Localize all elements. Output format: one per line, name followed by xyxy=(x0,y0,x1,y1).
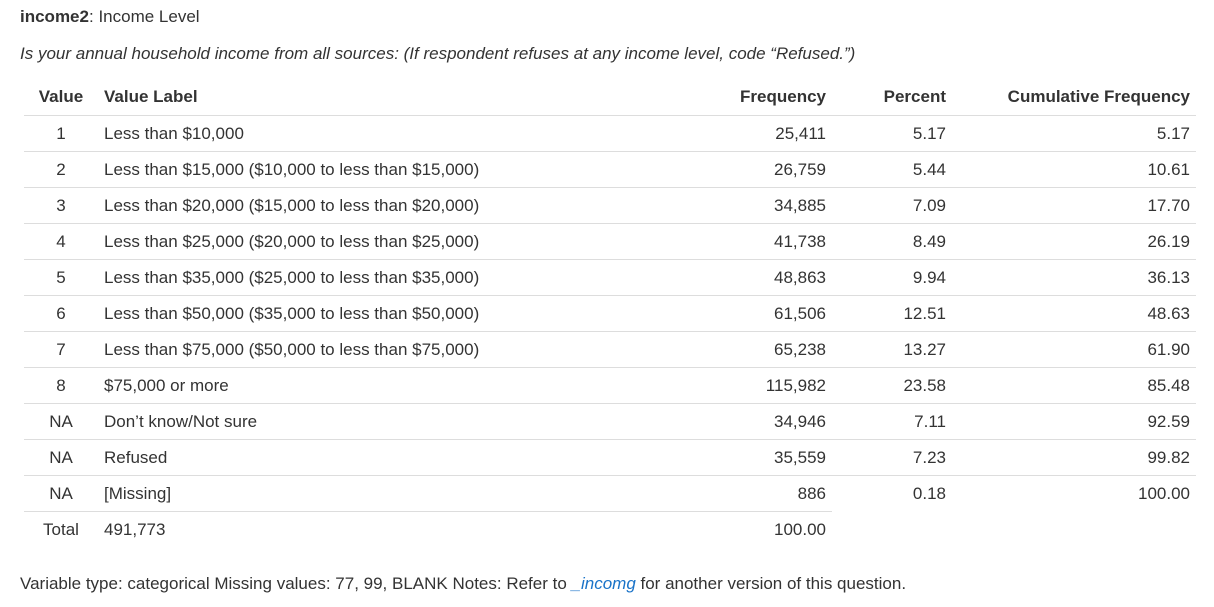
cell-cumulative: 17.70 xyxy=(956,187,1196,224)
frequency-table: Value Value Label Frequency Percent Cumu… xyxy=(24,78,1196,547)
cell-frequency: 41,738 xyxy=(670,223,832,260)
cell-value-label: Less than $10,000 xyxy=(104,123,244,143)
cell-cumulative: 10.61 xyxy=(956,151,1196,188)
cell-frequency: 61,506 xyxy=(670,295,832,332)
table-row: 7 Less than $75,000 ($50,000 to less than… xyxy=(24,331,1196,368)
cell-value-label: Don’t know/Not sure xyxy=(98,403,670,440)
cell-value: 8 xyxy=(24,367,98,404)
header-value-label: Value Label xyxy=(98,78,670,116)
cell-percent: 7.23 xyxy=(832,439,956,476)
cell-cumulative: 61.90 xyxy=(956,331,1196,368)
cell-percent: 7.09 xyxy=(832,187,956,224)
cell-percent: 8.49 xyxy=(832,223,956,260)
cell-value-label: Less than $50,000 ($35,000 to less than … xyxy=(98,295,670,332)
variable-title: Income Level xyxy=(98,7,200,26)
table-row: 1 Less than $10,000 25,411 5.17 5.17 xyxy=(24,116,1196,152)
table-header-row: Value Value Label Frequency Percent Cumu… xyxy=(24,78,1196,116)
table-row: 6 Less than $50,000 ($35,000 to less than… xyxy=(24,295,1196,332)
incomg-link[interactable]: _incomg xyxy=(571,574,636,593)
cell-cumulative: 99.82 xyxy=(956,439,1196,476)
cell-cumulative: 5.17 xyxy=(1156,123,1190,143)
table-total-row: Total 491,773 100.00 xyxy=(24,511,1196,548)
header-value: Value xyxy=(24,78,98,116)
cell-percent: 13.27 xyxy=(832,331,956,368)
cell-frequency: 65,238 xyxy=(670,331,832,368)
table-row: NA Don’t know/Not sure 34,946 7.11 92.59 xyxy=(24,403,1196,440)
cell-percent: 12.51 xyxy=(832,295,956,332)
footer-text-after: for another version of this question. xyxy=(635,574,907,593)
cell-cumulative: 92.59 xyxy=(956,403,1196,440)
empty-cell xyxy=(832,512,956,548)
cell-value-label: [Missing] xyxy=(98,475,670,512)
cell-percent: 0.18 xyxy=(832,475,956,512)
table-row: NA [Missing] 886 0.18 100.00 xyxy=(24,475,1196,512)
total-count: 491,773 xyxy=(98,511,670,547)
header-percent: Percent xyxy=(832,78,956,116)
cell-cumulative: 48.63 xyxy=(956,295,1196,332)
cell-cumulative: 100.00 xyxy=(956,475,1196,512)
cell-cumulative: 85.48 xyxy=(956,367,1196,404)
table-row: 5 Less than $35,000 ($25,000 to less than… xyxy=(24,259,1196,296)
cell-frequency: 48,863 xyxy=(670,259,832,296)
table-row: 4 Less than $25,000 ($20,000 to less than… xyxy=(24,223,1196,260)
total-percent: 100.00 xyxy=(670,511,832,547)
cell-value-label: Less than $20,000 ($15,000 to less than … xyxy=(98,187,670,224)
cell-value-label: Less than $75,000 ($50,000 to less than … xyxy=(98,331,670,368)
cell-value-label: $75,000 or more xyxy=(98,367,670,404)
cell-value-label: Less than $15,000 ($10,000 to less than … xyxy=(98,151,670,188)
cell-frequency: 34,885 xyxy=(670,187,832,224)
cell-value: 6 xyxy=(24,295,98,332)
cell-value: 1 xyxy=(56,123,66,143)
empty-cell xyxy=(956,512,1196,548)
variable-heading: income2: Income Level xyxy=(20,7,200,26)
cell-frequency: 25,411 xyxy=(775,123,826,143)
cell-frequency: 34,946 xyxy=(670,403,832,440)
question-text: Is your annual household income from all… xyxy=(20,44,856,63)
footer-text: Variable type: categorical Missing value… xyxy=(20,574,572,593)
cell-percent: 5.44 xyxy=(832,151,956,188)
cell-percent: 23.58 xyxy=(832,367,956,404)
cell-value: NA xyxy=(24,475,98,512)
cell-value: 3 xyxy=(24,187,98,224)
cell-percent: 9.94 xyxy=(832,259,956,296)
cell-value: 7 xyxy=(24,331,98,368)
cell-value: NA xyxy=(24,403,98,440)
cell-value-label: Less than $35,000 ($25,000 to less than … xyxy=(98,259,670,296)
cell-value-label: Refused xyxy=(98,439,670,476)
cell-cumulative: 36.13 xyxy=(956,259,1196,296)
cell-percent: 5.17 xyxy=(912,123,946,143)
cell-frequency: 886 xyxy=(670,475,832,512)
cell-value: 4 xyxy=(24,223,98,260)
table-row: 3 Less than $20,000 ($15,000 to less than… xyxy=(24,187,1196,224)
total-label: Total xyxy=(24,511,98,547)
cell-percent: 7.11 xyxy=(832,403,956,440)
variable-footer: Variable type: categorical Missing value… xyxy=(20,574,906,594)
cell-value: NA xyxy=(24,439,98,476)
variable-name: income2 xyxy=(20,7,89,26)
cell-cumulative: 26.19 xyxy=(956,223,1196,260)
header-cumulative-frequency: Cumulative Frequency xyxy=(956,78,1196,116)
cell-frequency: 115,982 xyxy=(670,367,832,404)
table-row: NA Refused 35,559 7.23 99.82 xyxy=(24,439,1196,476)
table-row: 2 Less than $15,000 ($10,000 to less than… xyxy=(24,151,1196,188)
cell-value-label: Less than $25,000 ($20,000 to less than … xyxy=(98,223,670,260)
table-row: 8 $75,000 or more 115,982 23.58 85.48 xyxy=(24,367,1196,404)
cell-frequency: 35,559 xyxy=(670,439,832,476)
cell-value: 2 xyxy=(24,151,98,188)
cell-frequency: 26,759 xyxy=(670,151,832,188)
header-frequency: Frequency xyxy=(670,78,832,116)
cell-value: 5 xyxy=(24,259,98,296)
